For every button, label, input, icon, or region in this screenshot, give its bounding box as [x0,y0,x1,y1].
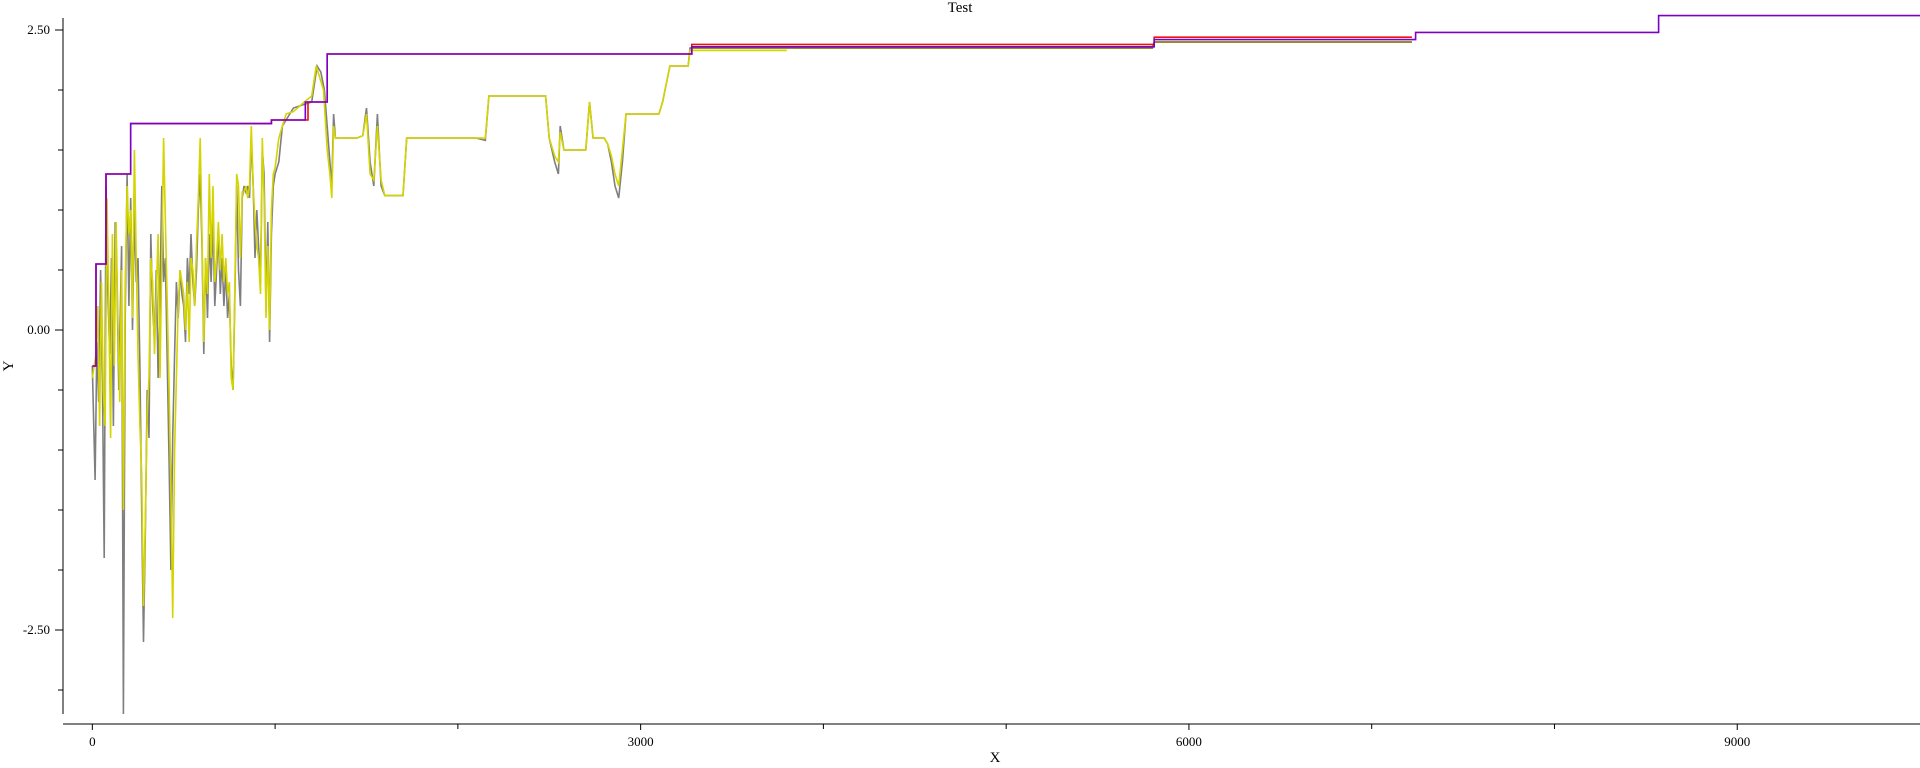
series-line-4 [92,36,1412,367]
x-tick-label: 3000 [628,734,654,749]
x-tick-label: 9000 [1724,734,1750,749]
x-axis-label: X [990,750,1001,766]
series-line-3 [690,41,1412,49]
axes-layer [62,18,1920,725]
series-line-2 [91,49,787,619]
ticks-layer: 0 3000 6000 9000 2.50 0.00 -2.50 [23,22,1750,749]
y-axis-label: Y [1,360,17,371]
x-tick-label: 6000 [1176,734,1202,749]
series-line-1 [91,41,1412,715]
y-tick-label: -2.50 [23,622,50,637]
y-tick-label: 0.00 [27,322,50,337]
series-layer [91,14,1920,715]
y-tick-label: 2.50 [27,22,50,37]
chart-title: Test [948,0,974,16]
series-line-5 [92,14,1920,367]
x-tick-label: 0 [89,734,96,749]
